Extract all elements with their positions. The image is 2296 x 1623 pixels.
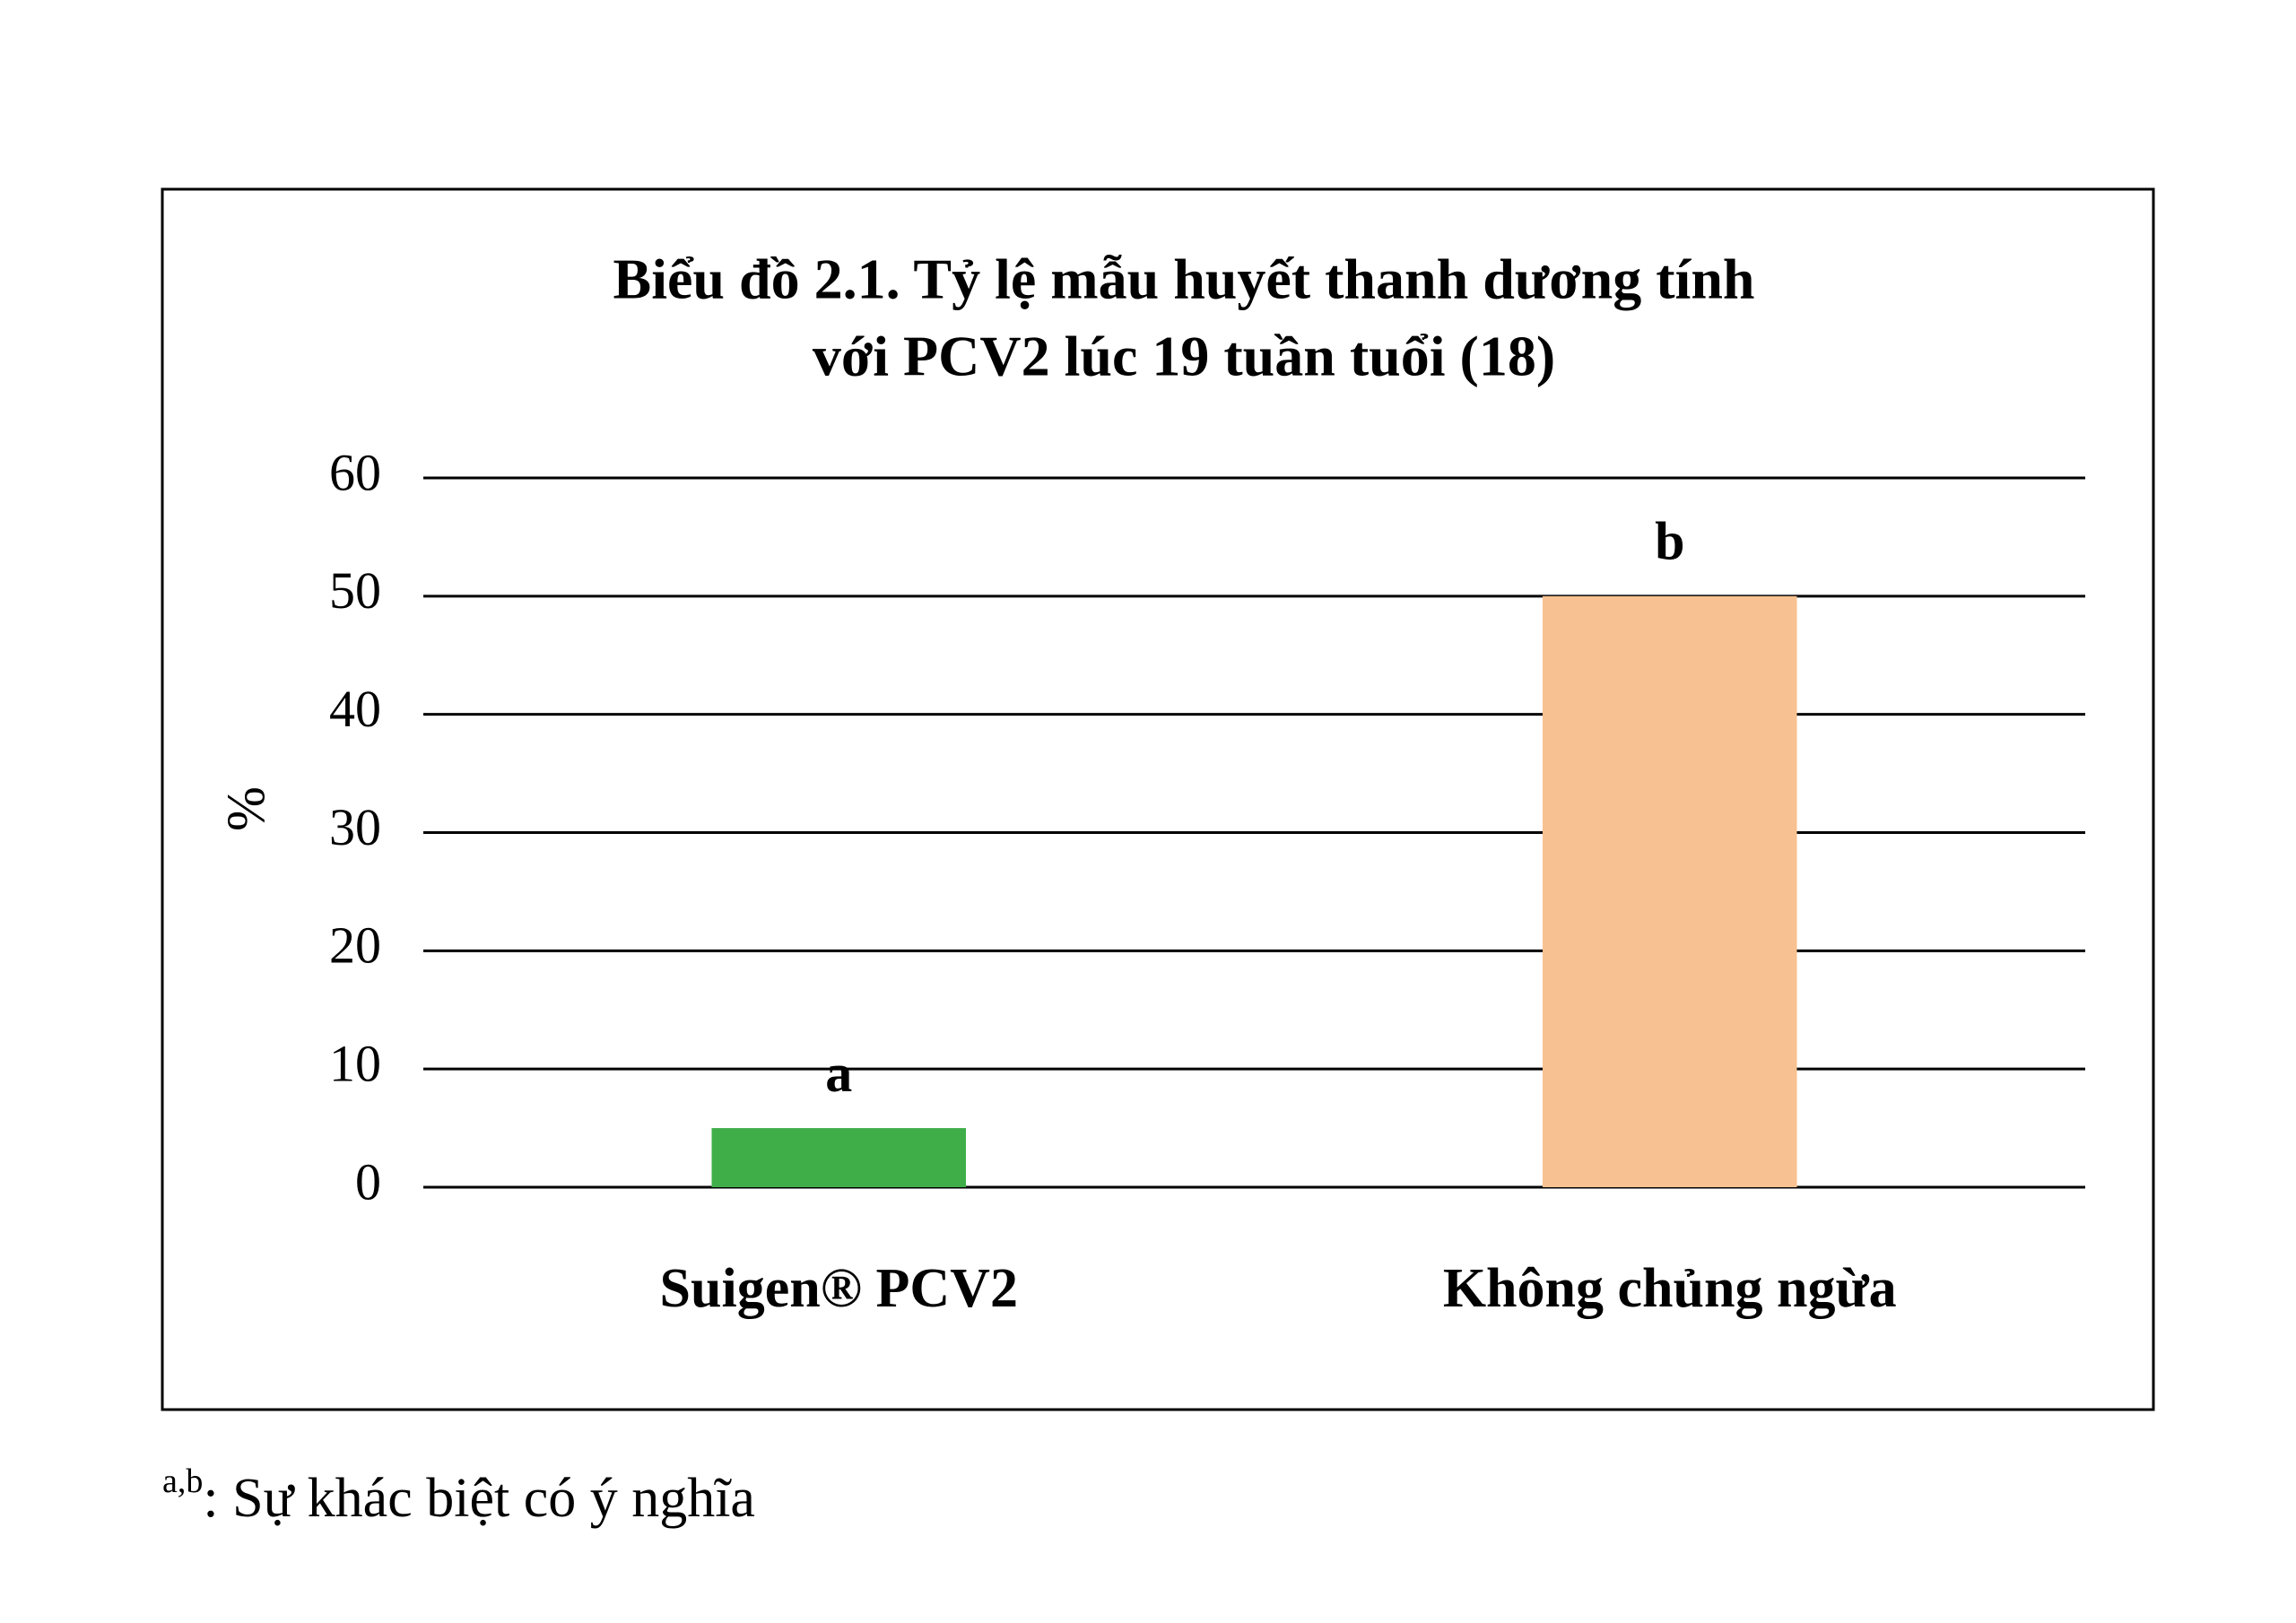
y-tick-label: 0	[355, 1152, 381, 1211]
chart-title: Biểu đồ 2.1. Tỷ lệ mẫu huyết thanh dương…	[613, 247, 1755, 311]
y-tick-label: 20	[329, 916, 381, 975]
y-tick-label: 10	[329, 1034, 381, 1092]
y-axis-label: %	[216, 786, 275, 831]
bar	[711, 1128, 967, 1187]
x-tick-label: Suigen® PCV2	[660, 1258, 1018, 1319]
y-tick-label: 30	[329, 798, 381, 856]
y-tick-label: 40	[329, 680, 381, 738]
y-tick-label: 60	[329, 443, 381, 501]
significance-label: a	[825, 1044, 852, 1103]
bar	[1542, 595, 1797, 1187]
footnote-text: : Sự khác biệt có ý nghĩa	[203, 1468, 755, 1529]
footnote-marker: a,b	[162, 1462, 203, 1500]
chart-title: với PCV2 lúc 19 tuần tuổi (18)	[813, 325, 1555, 388]
x-tick-label: Không chủng ngừa	[1443, 1258, 1897, 1319]
footnote: a,b: Sự khác biệt có ý nghĩa	[162, 1462, 755, 1530]
y-tick-label: 50	[329, 561, 381, 620]
significance-label: b	[1655, 512, 1684, 571]
chart-frame	[161, 187, 2155, 1411]
